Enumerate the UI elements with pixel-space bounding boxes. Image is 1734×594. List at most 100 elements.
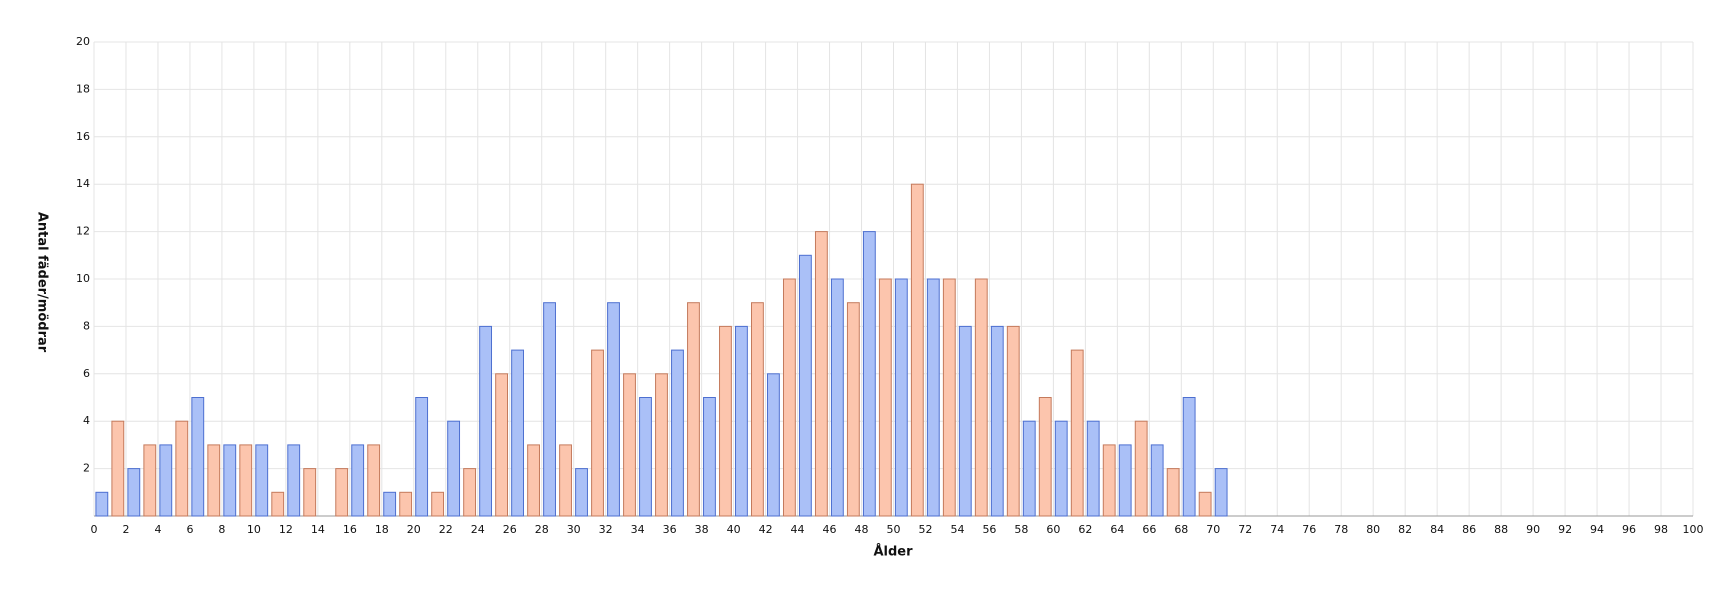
x-axis-title: Ålder xyxy=(873,544,913,560)
bar xyxy=(95,491,109,517)
x-tick-label: 2 xyxy=(122,523,129,536)
bar xyxy=(782,278,796,517)
x-tick-label: 56 xyxy=(982,523,996,536)
bar xyxy=(543,302,556,517)
bar xyxy=(127,468,141,517)
x-tick-label: 50 xyxy=(887,523,901,536)
x-tick-label: 60 xyxy=(1046,523,1060,536)
bar xyxy=(926,278,940,517)
y-axis-title: Antal fäder/mödrar xyxy=(35,212,50,353)
x-tick-label: 92 xyxy=(1558,523,1572,536)
bar xyxy=(255,444,269,517)
x-tick-label: 84 xyxy=(1430,523,1444,536)
x-tick-label: 86 xyxy=(1462,523,1476,536)
x-tick-label: 30 xyxy=(567,523,581,536)
bar xyxy=(1070,349,1084,517)
x-tick-label: 100 xyxy=(1683,523,1704,536)
bar xyxy=(191,397,205,517)
bar xyxy=(223,444,237,517)
x-tick-label: 64 xyxy=(1110,523,1124,536)
bar xyxy=(1006,325,1020,517)
y-tick-label: 20 xyxy=(76,35,90,48)
bar xyxy=(143,444,157,517)
x-tick-label: 36 xyxy=(663,523,677,536)
x-tick-label: 98 xyxy=(1654,523,1668,536)
bar xyxy=(1086,420,1100,517)
x-tick-label: 54 xyxy=(950,523,964,536)
x-tick-label: 6 xyxy=(186,523,193,536)
bar xyxy=(703,397,716,517)
bar xyxy=(1166,468,1180,517)
bar xyxy=(1038,397,1052,517)
bar xyxy=(894,278,908,517)
bar xyxy=(990,325,1004,517)
x-tick-label: 76 xyxy=(1302,523,1316,536)
bar xyxy=(463,468,477,517)
x-tick-label: 28 xyxy=(535,523,549,536)
x-tick-label: 88 xyxy=(1494,523,1508,536)
x-tick-label: 0 xyxy=(91,523,98,536)
bar xyxy=(687,302,700,517)
bar xyxy=(974,278,988,517)
x-tick-label: 14 xyxy=(311,523,325,536)
bar xyxy=(942,278,956,517)
x-tick-label: 10 xyxy=(247,523,261,536)
x-tick-label: 42 xyxy=(759,523,773,536)
bar xyxy=(655,373,668,517)
bar xyxy=(623,373,636,517)
bar xyxy=(1054,420,1068,517)
bar xyxy=(846,302,860,517)
bar xyxy=(383,491,397,517)
x-tick-label: 26 xyxy=(503,523,517,536)
x-tick-label: 20 xyxy=(407,523,421,536)
y-tick-label: 4 xyxy=(83,414,90,427)
x-tick-label: 48 xyxy=(855,523,869,536)
x-tick-label: 82 xyxy=(1398,523,1412,536)
x-tick-label: 24 xyxy=(471,523,485,536)
bar xyxy=(495,373,509,517)
bar xyxy=(862,231,876,517)
bar xyxy=(239,444,253,517)
y-tick-label: 16 xyxy=(76,130,90,143)
bar xyxy=(271,491,285,517)
bar xyxy=(1150,444,1164,517)
bar xyxy=(719,325,732,517)
bar xyxy=(958,325,972,517)
bar xyxy=(287,444,301,517)
bar xyxy=(751,302,764,517)
x-tick-label: 32 xyxy=(599,523,613,536)
y-tick-label: 12 xyxy=(76,225,90,238)
bar xyxy=(303,468,317,517)
bar xyxy=(399,491,413,517)
x-tick-label: 12 xyxy=(279,523,293,536)
bar xyxy=(1214,468,1228,517)
bar xyxy=(1198,491,1212,517)
x-tick-label: 94 xyxy=(1590,523,1604,536)
bar xyxy=(207,444,221,517)
bar xyxy=(159,444,173,517)
x-tick-label: 66 xyxy=(1142,523,1156,536)
y-tick-label: 10 xyxy=(76,272,90,285)
bar xyxy=(878,278,892,517)
bar xyxy=(830,278,844,517)
bar xyxy=(111,420,125,517)
x-tick-label: 38 xyxy=(695,523,709,536)
bar xyxy=(671,349,684,517)
x-tick-label: 16 xyxy=(343,523,357,536)
bar xyxy=(639,397,652,517)
bar xyxy=(559,444,572,517)
bar xyxy=(1022,420,1036,517)
bar xyxy=(1134,420,1148,517)
bar xyxy=(351,444,365,517)
x-tick-label: 74 xyxy=(1270,523,1284,536)
x-tick-label: 90 xyxy=(1526,523,1540,536)
y-tick-label: 14 xyxy=(76,177,90,190)
x-tick-label: 22 xyxy=(439,523,453,536)
x-tick-label: 52 xyxy=(918,523,932,536)
x-tick-label: 4 xyxy=(154,523,161,536)
bar xyxy=(511,349,524,517)
x-tick-label: 34 xyxy=(631,523,645,536)
bar xyxy=(431,491,445,517)
bar xyxy=(735,325,748,517)
y-tick-label: 8 xyxy=(83,319,90,332)
